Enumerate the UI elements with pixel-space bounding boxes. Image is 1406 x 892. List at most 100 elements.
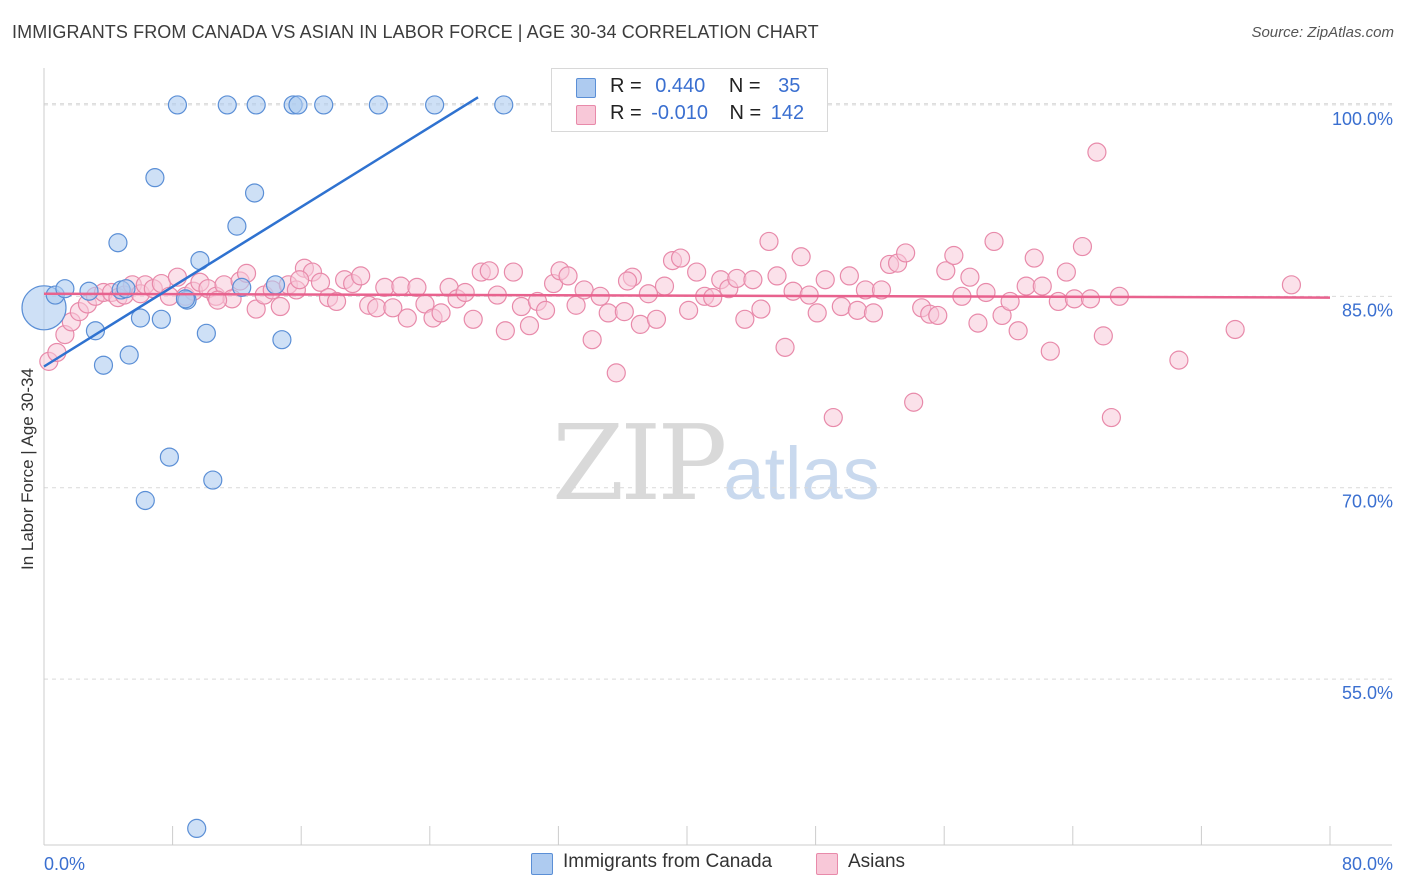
y-tick-label: 70.0% — [1342, 492, 1393, 512]
r-value: 0.440 — [655, 75, 706, 97]
asians-point — [1064, 289, 1085, 309]
asians-point — [326, 291, 347, 312]
asians-point — [479, 261, 499, 281]
canada-legend-swatch — [531, 853, 553, 875]
asians-point — [351, 266, 371, 286]
asians-point — [614, 302, 634, 322]
asians-point — [871, 280, 892, 300]
r-label: R = — [610, 102, 642, 124]
asians-point — [519, 316, 540, 336]
canada-point — [135, 490, 155, 511]
axes — [43, 68, 1392, 846]
asians-point — [759, 231, 779, 252]
correlation-legend: R = 0.440 N = 35 R = -0.010 N = 142 — [551, 68, 828, 132]
canada-point — [246, 95, 266, 115]
asians-point — [791, 247, 811, 267]
n-value: 142 — [770, 102, 805, 124]
canada-point — [314, 95, 334, 115]
asians-point — [1281, 275, 1302, 295]
asians-point — [646, 309, 667, 329]
canada-swatch — [576, 78, 596, 98]
canada-point — [232, 277, 252, 297]
y-tick-label: 85.0% — [1342, 300, 1393, 320]
canada-point — [196, 323, 216, 343]
asians-point — [310, 272, 331, 292]
y-tick-label: 55.0% — [1342, 683, 1393, 703]
asians-legend-swatch — [816, 853, 838, 875]
asians-point — [630, 314, 650, 334]
asians-point — [289, 270, 310, 290]
asians-point — [767, 266, 787, 286]
asians-point — [679, 300, 699, 320]
canada-point — [85, 321, 106, 341]
canada-point — [108, 233, 128, 253]
chart-title: IMMIGRANTS FROM CANADA VS ASIAN IN LABOR… — [12, 22, 819, 42]
n-label: N = — [729, 102, 762, 124]
x-tick-label: 80.0% — [1342, 854, 1393, 874]
asians-point — [463, 309, 483, 329]
asians-point — [606, 363, 626, 383]
asians-point — [391, 276, 411, 296]
asians-point — [1080, 289, 1101, 309]
asians-point — [751, 299, 771, 319]
canada-point — [288, 95, 308, 115]
canada-point — [494, 95, 514, 115]
canada-point — [203, 470, 223, 490]
canada-point — [244, 183, 265, 203]
asians-point — [407, 277, 427, 297]
asians-point — [815, 270, 835, 290]
asians-point — [558, 266, 578, 286]
asians-point — [1000, 291, 1020, 312]
canada-point — [227, 216, 247, 236]
asians-series — [39, 142, 1302, 428]
asians-swatch — [576, 105, 596, 125]
canada-point — [93, 355, 114, 375]
asians-point — [654, 276, 675, 296]
asians-point — [270, 296, 290, 317]
asians-point — [1048, 291, 1068, 312]
asians-point — [582, 330, 602, 350]
canada-point — [272, 330, 292, 350]
asians-point — [847, 300, 867, 320]
asians-point — [638, 284, 659, 304]
asians-point — [839, 266, 859, 286]
n-label: N = — [728, 75, 761, 97]
canada-point — [175, 289, 196, 309]
asians-point — [976, 282, 996, 303]
asians-point — [984, 231, 1004, 252]
x-tick-label: 0.0% — [44, 854, 85, 874]
asians-point — [503, 262, 523, 282]
asians-point — [735, 309, 755, 329]
asians-point — [944, 245, 964, 266]
canada-point — [119, 345, 139, 365]
asians-point — [1072, 236, 1093, 257]
asians-point — [960, 267, 980, 287]
canada-point — [145, 168, 165, 188]
canada-point — [151, 309, 171, 329]
n-value: 35 — [778, 75, 801, 97]
canada-legend-label: Immigrants from Canada — [563, 851, 773, 872]
asians-point — [1093, 326, 1113, 346]
asians-point — [687, 262, 707, 282]
asians-point — [968, 313, 988, 333]
canada-point — [159, 447, 179, 467]
asians-point — [1169, 350, 1189, 370]
asians-point — [783, 281, 803, 301]
asians-point — [670, 248, 691, 268]
canada-series — [21, 95, 514, 839]
asians-point — [1056, 262, 1076, 282]
asians-point — [904, 392, 924, 412]
asians-point — [807, 303, 827, 323]
asians-point — [1032, 276, 1052, 296]
asians-point — [775, 337, 795, 357]
asians-trendline — [43, 292, 1331, 299]
tick-labels: 55.0% 70.0% 85.0% 100.0% 0.0% 80.0% — [44, 109, 1393, 874]
source-label: Source: ZipAtlas.com — [1251, 24, 1394, 41]
asians-point — [1016, 276, 1036, 296]
asians-point — [743, 270, 763, 290]
canada-point — [217, 95, 237, 115]
canada-point — [368, 95, 388, 115]
y-axis-label: In Labor Force | Age 30-34 — [18, 368, 37, 570]
canada-point — [167, 95, 188, 115]
asians-point — [617, 271, 638, 291]
